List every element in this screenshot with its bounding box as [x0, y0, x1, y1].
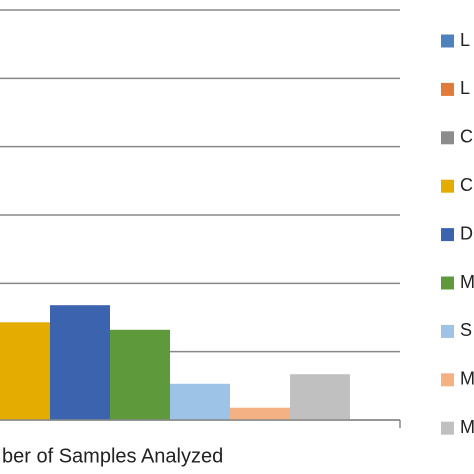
legend-label: L [460, 78, 470, 98]
legend-label: M [460, 417, 474, 437]
legend-label: D [460, 223, 473, 243]
x-tick-label: ber of Samples Analyzed [2, 445, 223, 467]
legend-swatch [441, 276, 454, 290]
legend-swatch [441, 324, 454, 338]
bar [290, 374, 350, 420]
bar [0, 322, 50, 420]
legend-swatch [441, 228, 454, 242]
legend-swatch [441, 373, 454, 387]
bar [110, 329, 170, 420]
legend-label: C [460, 127, 473, 147]
legend-label: S [460, 320, 472, 340]
legend-swatch [441, 131, 454, 145]
legend-label: M [460, 369, 474, 389]
bar [50, 305, 110, 420]
legend-label: L [460, 30, 470, 50]
bar [230, 407, 290, 420]
legend-swatch [441, 82, 454, 96]
legend-swatch [441, 179, 454, 193]
legend-label: C [460, 175, 473, 195]
legend-swatch [441, 34, 454, 48]
bar [170, 383, 230, 420]
legend-swatch [441, 421, 454, 435]
legend-label: M [460, 272, 474, 292]
